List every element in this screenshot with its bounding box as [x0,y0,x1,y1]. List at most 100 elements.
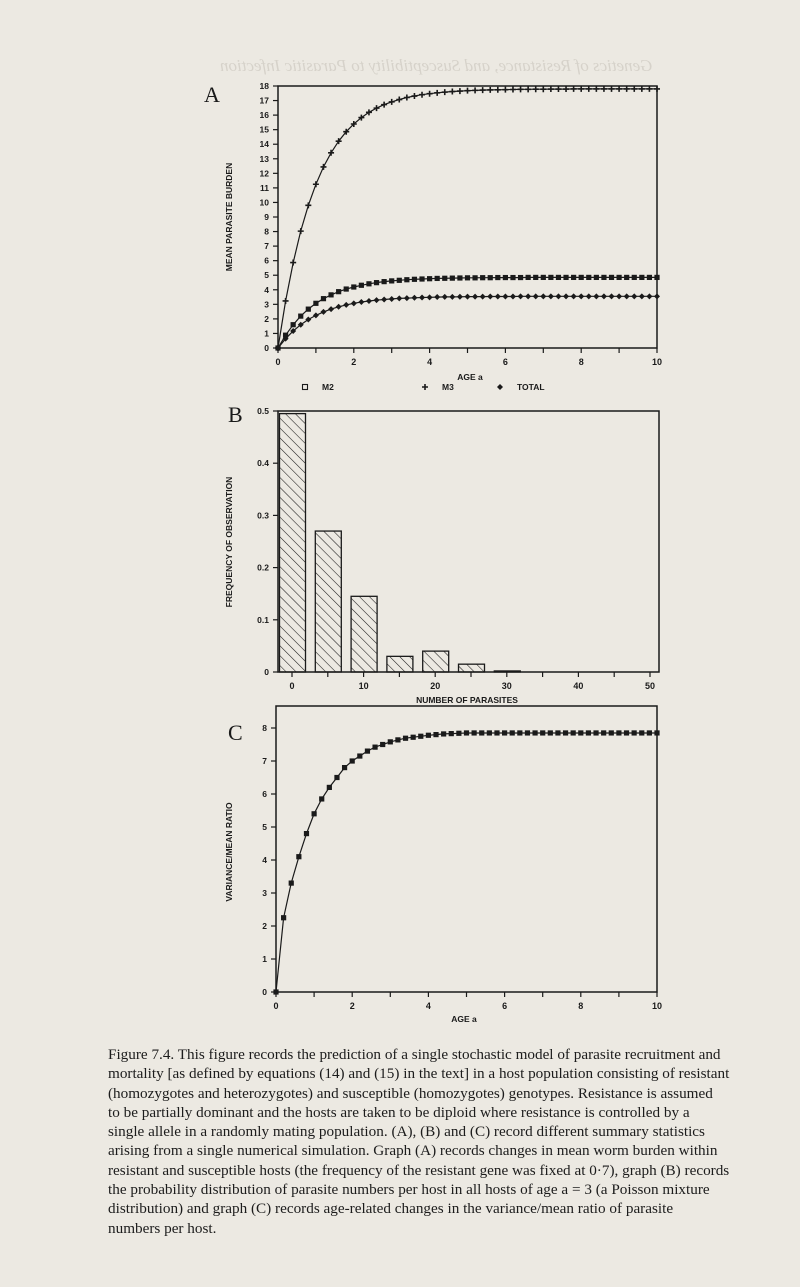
square-marker [639,274,645,281]
diamond-marker [350,300,357,307]
square-marker [434,275,440,282]
square-marker [654,274,660,281]
panel-label-c: C [228,720,243,745]
square-marker [298,313,304,319]
diamond-marker [426,294,433,301]
x-tick-label: 30 [502,681,512,691]
square-marker [411,276,418,282]
diamond-marker [456,293,463,300]
diamond-marker [600,293,607,300]
plus-marker [464,87,471,94]
plus-marker [290,259,297,266]
plus-marker [434,89,441,96]
square-marker [343,286,349,292]
caption-line: single allele in a randomly mating popul… [108,1123,705,1141]
plus-marker [305,202,312,209]
diamond-marker [472,293,479,300]
plus-marker [282,297,289,304]
diamond-marker [563,293,570,300]
y-tick-label: 3 [262,888,267,898]
x-tick-label: 10 [652,1001,662,1011]
plus-marker [616,85,623,92]
square-marker [486,730,492,736]
y-tick-label: 13 [260,154,270,164]
diamond-marker [487,293,494,300]
square-marker [608,730,614,736]
plus-marker [479,87,486,94]
y-tick-label: 0.3 [257,510,269,520]
plus-marker [563,86,570,93]
square-marker [303,831,310,837]
square-marker [502,730,508,736]
plus-marker [631,85,638,92]
y-tick-label: 8 [262,723,267,733]
plus-marker [608,85,615,92]
square-marker [555,274,562,281]
y-tick-label: 18 [260,81,270,91]
square-marker [456,730,462,736]
diamond-marker [312,312,319,319]
chart-c-variance-mean-ratio: 0 1 2 3 4 5 6 7 8 0 2 4 6 8 10 VARIANCE/MEAN RATIO AGE a [224,705,662,1024]
diamond-marker [497,384,503,390]
y-tick-label: 7 [264,241,269,251]
square-marker [351,284,357,290]
y-axis-label: VARIANCE/MEAN RATIO [224,802,234,902]
histogram-bar [278,412,307,673]
x-tick-label: 0 [275,357,280,367]
square-marker [395,737,401,743]
plus-marker [365,109,372,116]
y-tick-label: 16 [260,110,270,120]
square-marker [631,274,637,281]
x-tick-label: 4 [426,1001,431,1011]
square-marker [290,322,296,328]
x-tick-label: 20 [430,681,440,691]
histogram-bar [314,530,342,673]
square-marker [427,276,433,282]
square-marker [510,274,516,281]
plus-marker [328,149,335,156]
plus-marker [547,86,554,93]
plus-marker [419,91,426,98]
square-marker [402,735,409,741]
square-marker [646,274,653,281]
y-tick-label: 12 [260,168,270,178]
square-marker [281,915,287,921]
diamond-marker [328,306,335,313]
plus-marker [441,89,448,96]
y-tick-label: 0.5 [257,406,269,416]
square-marker [373,280,380,286]
square-marker [616,730,622,736]
square-marker [366,281,372,287]
plus-marker [654,85,660,92]
square-marker [396,277,402,283]
diamond-marker [494,293,501,300]
square-marker [623,730,630,736]
square-marker [313,300,319,306]
diamond-marker [578,293,585,300]
square-marker [571,274,577,281]
square-marker [296,854,302,860]
square-marker [357,753,363,759]
square-marker [441,731,447,737]
x-tick-label: 0 [289,681,294,691]
square-marker [442,275,448,281]
square-marker [540,274,546,281]
diamond-marker [381,296,388,303]
square-marker [425,732,431,738]
square-marker [364,748,371,754]
y-tick-label: 4 [264,285,269,295]
diamond-marker [616,293,623,300]
y-tick-label: 0.1 [257,615,269,625]
square-marker [479,730,485,736]
diamond-marker [419,294,426,301]
diamond-marker [547,293,554,300]
square-marker [433,732,439,738]
square-marker [282,332,289,338]
plus-marker [517,86,524,93]
square-marker [358,282,364,288]
plus-marker [578,85,585,92]
square-marker [555,730,561,736]
square-marker [547,730,553,736]
plus-marker [358,114,365,121]
square-marker [517,274,524,281]
